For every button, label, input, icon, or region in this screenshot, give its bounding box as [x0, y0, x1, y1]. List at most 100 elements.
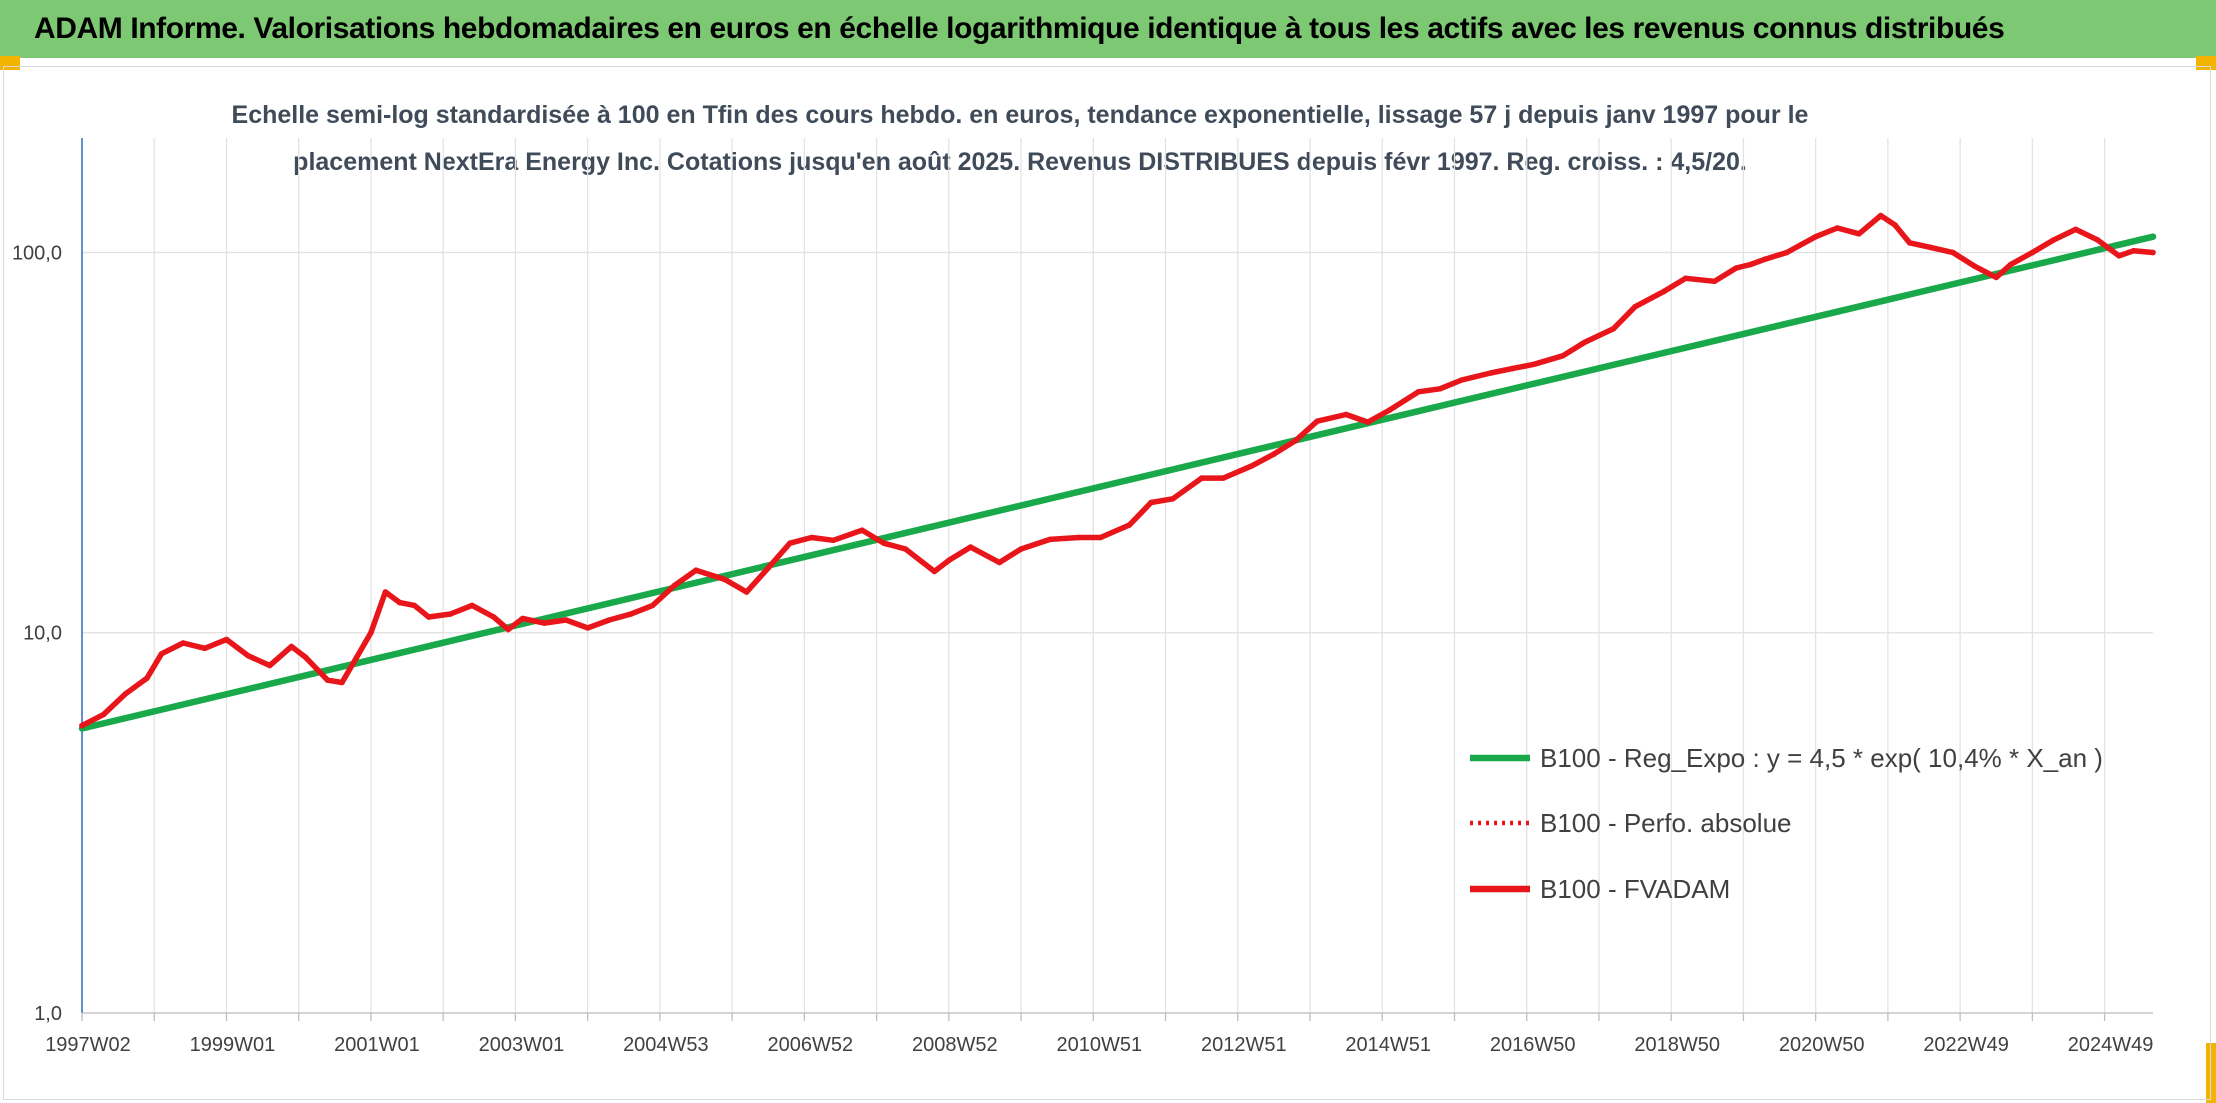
- fvadam-point: [787, 540, 793, 546]
- fvadam-point: [505, 626, 512, 633]
- fvadam-point: [722, 576, 728, 583]
- fvadam-point: [1076, 534, 1082, 541]
- fvadam-point: [1220, 475, 1227, 481]
- fvadam-point: [563, 617, 569, 623]
- fvadam-point: [353, 654, 360, 661]
- fvadam-point: [100, 711, 107, 718]
- fvadam-point: [859, 527, 865, 533]
- chart-title-line-1: Echelle semi-log standardisée à 100 en T…: [231, 101, 1809, 129]
- corner-marker-bottom-right: [2206, 1043, 2216, 1103]
- fvadam-point: [1950, 249, 1956, 256]
- fvadam-point: [79, 722, 85, 729]
- legend: B100 - Reg_Expo : y = 4,5 * exp( 10,4% *…: [1470, 743, 2103, 904]
- fvadam-point: [447, 611, 454, 617]
- fvadam-point: [324, 677, 331, 683]
- fvadam-point: [1877, 212, 1884, 219]
- chart-title: Echelle semi-log standardisée à 100 en T…: [220, 92, 1820, 186]
- fvadam-point: [1747, 261, 1754, 268]
- fvadam-point: [830, 537, 837, 544]
- fvadam-point: [1581, 339, 1588, 346]
- fvadam-point: [1249, 462, 1255, 469]
- fvadam-point: [1314, 418, 1320, 425]
- grid-lines: [82, 138, 2153, 1014]
- fvadam-point: [1292, 437, 1299, 444]
- fvadam-point: [303, 654, 309, 661]
- fvadam-point: [2029, 249, 2036, 256]
- fvadam-point: [1126, 522, 1133, 528]
- fvadam-point: [931, 568, 938, 575]
- fvadam-point: [584, 625, 591, 631]
- trend-line-reg-expo: [78, 233, 2157, 732]
- fvadam-point: [1487, 370, 1494, 376]
- x-tick-label: 2010W51: [1056, 1034, 1142, 1056]
- chart-title-line-2: placement NextEra Energy Inc. Cotations …: [293, 148, 1747, 176]
- fvadam-point: [158, 651, 165, 657]
- fvadam-point: [671, 582, 678, 589]
- fvadam-point: [743, 589, 750, 595]
- tick-labels: 100,0 10,0 1,0 1997W02 1999W01 2001W01 2003W01…: [12, 242, 2153, 1056]
- axes: [81, 138, 2153, 1021]
- fvadam-point: [2130, 248, 2137, 254]
- x-tick-label: 2020W50: [1779, 1034, 1865, 1056]
- legend-item-perfo-absolue: B100 - Perfo. absolue: [1470, 808, 1792, 838]
- y-tick-label: 10,0: [23, 623, 62, 645]
- fvadam-point: [223, 636, 230, 643]
- fvadam-point: [1437, 386, 1443, 392]
- fvadam-point: [2007, 261, 2014, 268]
- fvadam-point: [606, 617, 613, 623]
- fvadam-point: [649, 602, 656, 609]
- chart-frame: [3, 66, 2211, 1100]
- fvadam-point: [469, 602, 475, 609]
- fvadam-point: [1097, 534, 1104, 541]
- fvadam-point: [541, 620, 548, 626]
- fvadam-point: [2150, 249, 2156, 256]
- fvadam-point: [1711, 278, 1718, 285]
- legend-label: B100 - Reg_Expo : y = 4,5 * exp( 10,4% *…: [1540, 743, 2103, 773]
- fvadam-point: [693, 567, 699, 573]
- fvadam-point: [1971, 263, 1978, 270]
- x-tick-label: 1999W01: [190, 1034, 276, 1056]
- fvadam-point: [902, 546, 909, 552]
- x-tick-label: 2001W01: [334, 1034, 420, 1056]
- fvadam-point: [1047, 536, 1053, 543]
- fvadam-point: [881, 540, 887, 546]
- fvadam-point: [2072, 226, 2079, 233]
- fvadam-point: [339, 679, 345, 686]
- fvadam-point: [267, 662, 273, 669]
- fvadam-point: [1386, 407, 1393, 413]
- x-tick-label: 2006W52: [768, 1034, 854, 1056]
- report-title: ADAM Informe. Valorisations hebdomadaire…: [34, 12, 2005, 45]
- x-tick-label: 2018W50: [1634, 1034, 1720, 1056]
- fvadam-point: [1148, 499, 1154, 506]
- fvadam-point: [245, 652, 251, 659]
- fvadam-point: [1018, 546, 1024, 552]
- series-lines: [78, 212, 2157, 732]
- fvadam-point: [368, 629, 374, 636]
- fvadam-point: [1892, 222, 1898, 228]
- x-tick-label: 2014W51: [1345, 1034, 1431, 1056]
- x-tick-label: 2004W53: [623, 1034, 709, 1056]
- legend-label: B100 - Perfo. absolue: [1540, 808, 1792, 838]
- fvadam-point: [1458, 377, 1465, 383]
- fvadam-point: [1198, 475, 1205, 481]
- fvadam-point: [180, 640, 186, 646]
- fvadam-point: [1365, 419, 1371, 425]
- fvadam-point: [202, 645, 208, 652]
- fvadam-point: [519, 615, 526, 622]
- fvadam-point: [967, 544, 974, 550]
- fvadam-point: [1784, 249, 1790, 256]
- fvadam-point: [2116, 253, 2122, 259]
- fvadam-point: [1682, 275, 1689, 282]
- fvadam-point: [1343, 411, 1349, 418]
- fvadam-point: [765, 565, 771, 571]
- fvadam-point: [1812, 233, 1819, 240]
- x-tick-label: 2024W49: [2068, 1034, 2154, 1056]
- fvadam-point: [1928, 244, 1934, 251]
- x-tick-label: 2003W01: [479, 1034, 565, 1056]
- fvadam-point: [2094, 237, 2101, 243]
- x-tick-label: 2012W51: [1201, 1034, 1287, 1056]
- fvadam-point: [946, 557, 952, 564]
- fvadam-point: [628, 611, 634, 617]
- report-banner: ADAM Informe. Valorisations hebdomadaire…: [0, 0, 2216, 58]
- fvadam-point: [1661, 288, 1667, 295]
